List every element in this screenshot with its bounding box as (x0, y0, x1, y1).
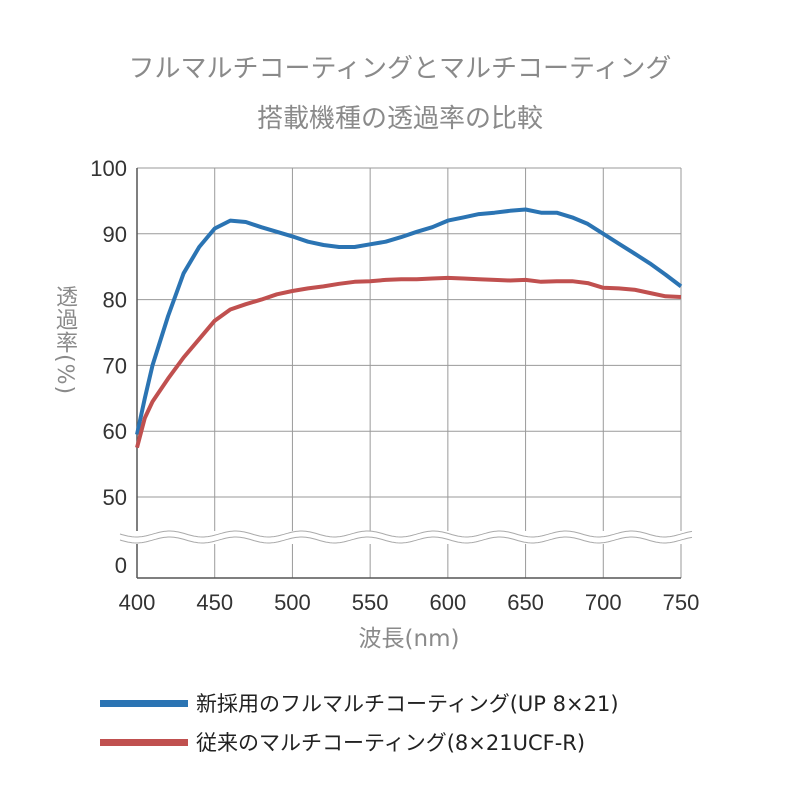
y-tick-label: 0 (115, 553, 127, 578)
legend-item-old: 従来のマルチコーティング(8×21UCF-R) (100, 727, 585, 757)
series-line-new (135, 207, 683, 435)
chart-title-line-1: フルマルチコーティングとマルチコーティング (128, 54, 672, 84)
y-tick-label: 70 (103, 353, 127, 378)
legend-swatch-blue (100, 699, 188, 707)
x-tick-label: 550 (352, 590, 389, 615)
axis-break-line-top (119, 530, 693, 538)
series-line-old (135, 275, 682, 449)
legend-label: 従来のマルチコーティング(8×21UCF-R) (196, 731, 586, 755)
y-tick-label: 80 (103, 288, 127, 313)
y-axis-label: 透過率(%) (52, 285, 77, 396)
y-tick-label: 90 (103, 222, 127, 247)
x-axis-label: 波長(nm) (359, 626, 460, 652)
y-tick-label: 60 (103, 419, 127, 444)
axis-break-gap (118, 531, 694, 544)
x-tick-label: 600 (429, 590, 466, 615)
x-tick-label: 450 (196, 590, 233, 615)
x-tick-label: 500 (274, 590, 311, 615)
axis-break-line-bottom (119, 536, 693, 544)
legend-item-new: 新採用のフルマルチコーティング(UP 8×21) (100, 688, 619, 718)
y-tick-label: 100 (90, 156, 127, 181)
x-tick-label: 400 (119, 590, 156, 615)
legend-label: 新採用のフルマルチコーティング(UP 8×21) (196, 692, 619, 716)
x-tick-label: 750 (663, 590, 700, 615)
x-tick-label: 700 (585, 590, 622, 615)
chart-title-line-2: 搭載機種の透過率の比較 (256, 104, 543, 134)
x-tick-label: 650 (507, 590, 544, 615)
legend-swatch-red (100, 738, 188, 746)
y-tick-label: 50 (103, 485, 127, 510)
